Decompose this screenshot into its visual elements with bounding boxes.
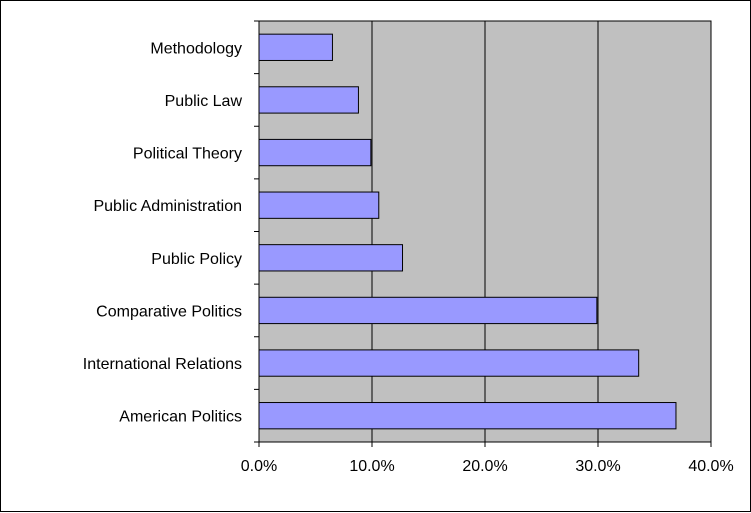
bar (258, 191, 380, 219)
x-tick-label: 30.0% (575, 458, 620, 475)
bar (258, 402, 677, 430)
x-tick-label: 40.0% (688, 458, 733, 475)
category-label: Political Theory (133, 146, 242, 163)
x-tick-label: 20.0% (462, 458, 507, 475)
category-label: Public Policy (151, 251, 242, 268)
category-labels: American Politics International Relations… (83, 40, 243, 425)
x-tick-labels: 0.0% 10.0% 20.0% 30.0% 40.0% (241, 458, 734, 475)
x-tick-label: 10.0% (349, 458, 394, 475)
category-label: Methodology (150, 40, 242, 57)
bar (258, 296, 598, 325)
axes (254, 20, 712, 447)
bar (258, 33, 333, 61)
category-label: Comparative Politics (96, 303, 242, 320)
bar (258, 86, 359, 114)
category-label: American Politics (119, 409, 242, 426)
category-label: Public Administration (93, 198, 242, 215)
category-label: Public Law (165, 93, 243, 110)
bars (258, 33, 677, 430)
bar (258, 349, 640, 377)
bar (258, 138, 372, 167)
x-tick-label: 0.0% (241, 458, 277, 475)
category-label: International Relations (83, 356, 242, 373)
bar (258, 244, 404, 272)
